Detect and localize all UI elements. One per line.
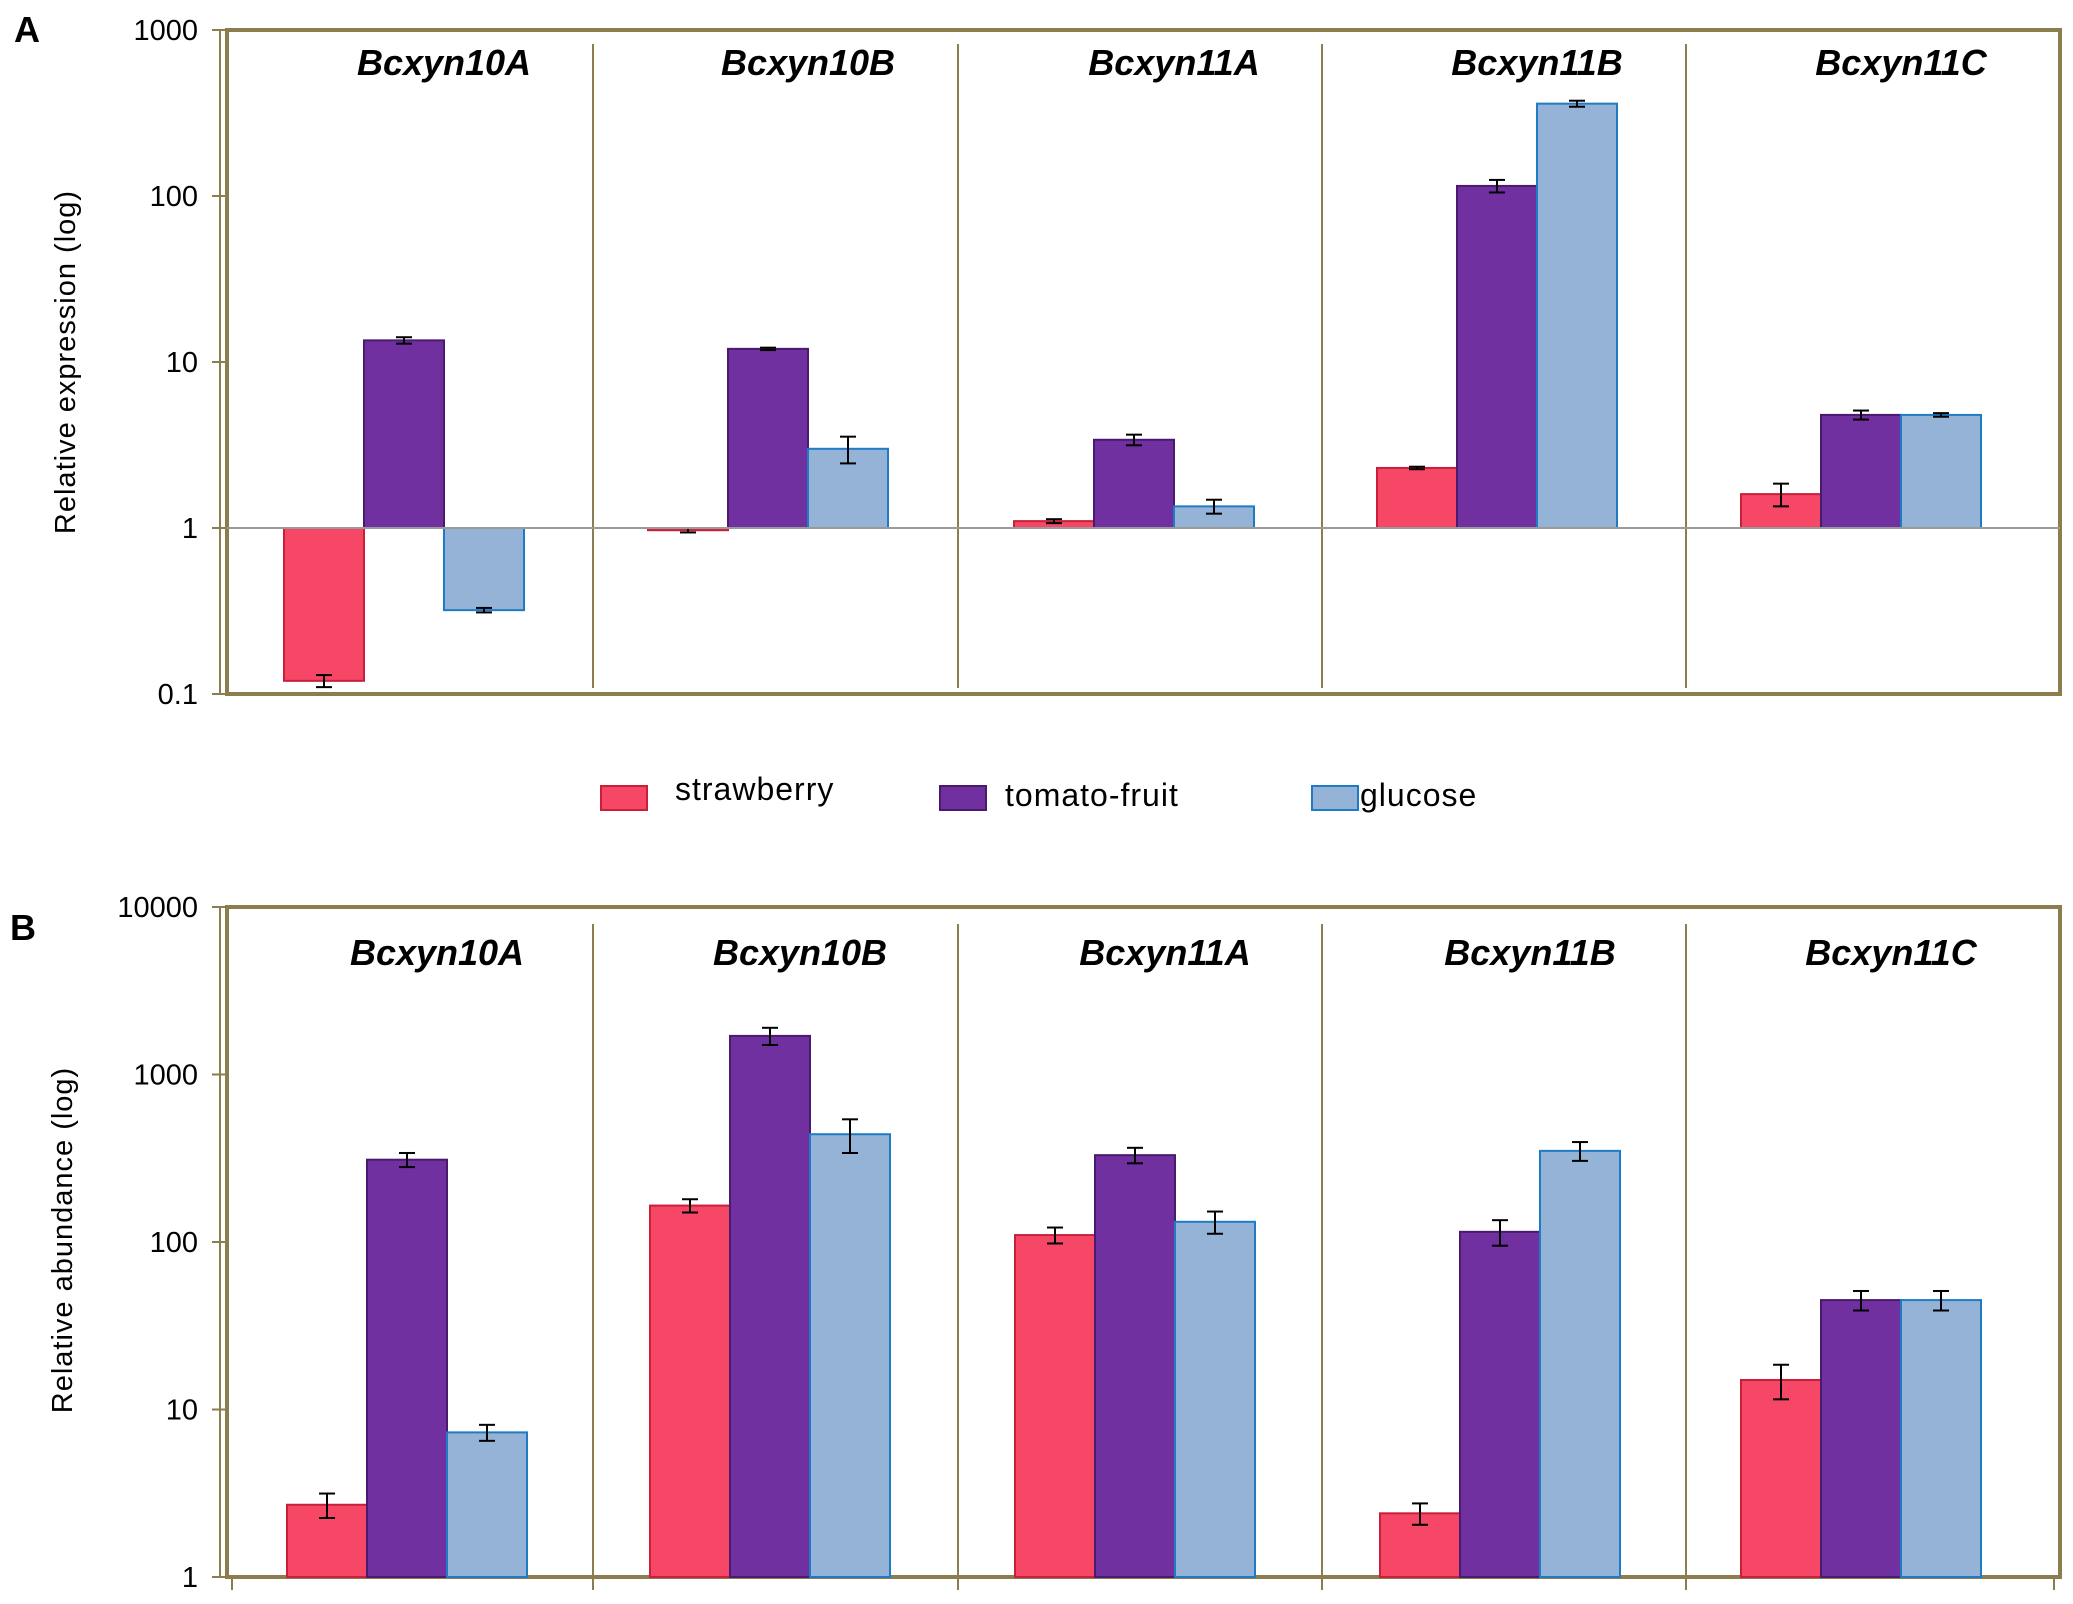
bar-bcxyn11b-tomato-fruit: [1459, 1230, 1541, 1579]
bar-bcxyn11c-tomato-fruit: [1820, 1299, 1902, 1578]
bar-bcxyn11b-strawberry: [1376, 466, 1458, 530]
bar-bcxyn10a-glucose: [446, 1431, 528, 1579]
bar-bcxyn11c-glucose: [1900, 413, 1982, 529]
gene-label-bcxyn11c: Bcxyn11C: [1815, 42, 1987, 83]
panel-b-label: B: [10, 907, 36, 948]
panel-b-ytick-label: 1: [182, 1562, 198, 1594]
bar-bcxyn11c-glucose: [1900, 1299, 1982, 1578]
bar-bcxyn10b-tomato-fruit: [727, 347, 809, 530]
legend-label-glucose: glucose: [1360, 777, 1477, 813]
panel-a: A 0.1 1 10 100 1000 Bcxyn10A Bcxyn10B Bcxyn11A…: [14, 9, 2062, 711]
bar-bcxyn10a-glucose: [443, 527, 525, 612]
gene-label-bcxyn11b: Bcxyn11B: [1451, 42, 1622, 83]
panel-a-label: A: [14, 9, 40, 50]
panel-a-ytick-label: 0.1: [158, 679, 198, 711]
panel-b-ytick-label: 100: [150, 1227, 198, 1259]
bar-bcxyn11a-tomato-fruit: [1093, 438, 1175, 530]
panel-b-ytick-label: 10: [166, 1395, 198, 1427]
bar-bcxyn11a-tomato-fruit: [1094, 1154, 1176, 1578]
panel-a-bars: [283, 44, 1982, 689]
panel-b-ytick-label: 1000: [133, 1060, 198, 1092]
legend-swatch-glucose: [1311, 785, 1359, 811]
gene-label-bcxyn11a: Bcxyn11A: [1088, 42, 1259, 83]
bar-bcxyn10b-strawberry: [649, 1204, 731, 1578]
bar-bcxyn10b-tomato-fruit: [729, 1034, 811, 1578]
gene-label-bcxyn11b: Bcxyn11B: [1444, 932, 1615, 973]
gene-label-bcxyn10a: Bcxyn10A: [357, 42, 531, 83]
legend: strawberry tomato-fruit glucose: [600, 771, 1477, 813]
bar-bcxyn11b-tomato-fruit: [1456, 184, 1538, 529]
panel-a-gene-labels: Bcxyn10A Bcxyn10B Bcxyn11A Bcxyn11B Bcxyn11C: [357, 42, 1988, 83]
legend-swatch-strawberry: [600, 785, 648, 811]
bar-bcxyn10a-tomato-fruit: [366, 1158, 448, 1578]
bar-bcxyn10a-strawberry: [283, 527, 365, 682]
legend-label-tomato-fruit: tomato-fruit: [1005, 777, 1179, 813]
gene-label-bcxyn10a: Bcxyn10A: [350, 932, 524, 973]
panel-a-ytick-label: 100: [150, 181, 198, 213]
panel-b-y-ticks: 1 10 100 1000 10000: [117, 892, 227, 1594]
bar-bcxyn11a-strawberry: [1014, 1234, 1096, 1579]
panel-b-ytick-label: 10000: [117, 892, 198, 924]
bar-bcxyn11c-strawberry: [1740, 1379, 1822, 1579]
gene-label-bcxyn10b: Bcxyn10B: [721, 42, 895, 83]
bar-bcxyn11a-glucose: [1174, 1220, 1256, 1578]
bar-bcxyn10b-glucose: [809, 1133, 891, 1578]
panel-a-ytick-label: 1000: [133, 15, 198, 47]
bar-bcxyn11b-glucose: [1536, 102, 1618, 530]
bar-bcxyn11c-tomato-fruit: [1820, 413, 1902, 529]
panel-b-bars: [231, 924, 2055, 1590]
gene-label-bcxyn11c: Bcxyn11C: [1805, 932, 1977, 973]
panel-b-gene-labels: Bcxyn10A Bcxyn10B Bcxyn11A Bcxyn11B Bcxyn11C: [350, 932, 1978, 973]
gene-label-bcxyn11a: Bcxyn11A: [1079, 932, 1250, 973]
gene-label-bcxyn10b: Bcxyn10B: [713, 932, 887, 973]
panel-a-y-ticks: 0.1 1 10 100 1000: [133, 15, 227, 711]
panel-a-ytick-label: 1: [182, 513, 198, 545]
panel-a-y-axis-label: Relative expression (log): [50, 190, 82, 534]
legend-label-strawberry: strawberry: [675, 771, 834, 807]
panel-b-y-axis-label: Relative abundance (log): [47, 1067, 79, 1413]
bar-bcxyn10a-tomato-fruit: [363, 339, 445, 529]
panel-a-ytick-label: 10: [166, 347, 198, 379]
legend-swatch-tomato-fruit: [939, 785, 987, 811]
bar-bcxyn11b-glucose: [1539, 1149, 1621, 1579]
